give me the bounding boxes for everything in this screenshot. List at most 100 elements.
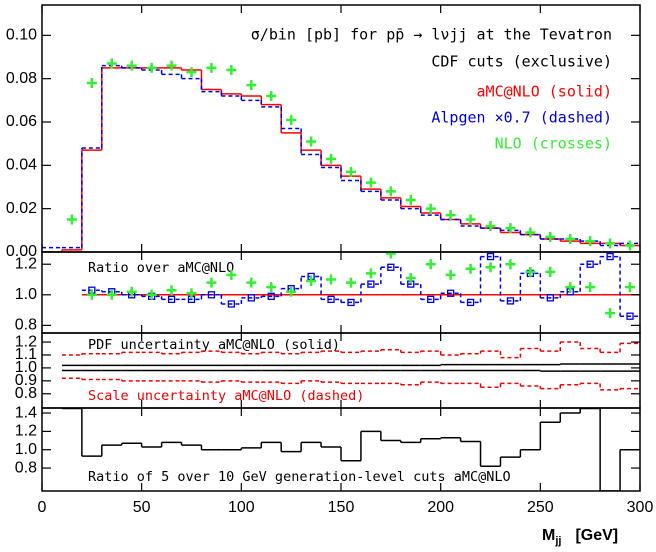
legend-label: Alpgen ×0.7 (dashed) [431,109,612,127]
cross-marker [246,277,257,288]
cross-marker [286,114,297,125]
chart-title: σ/bin [pb] for pp̄ → lνjj at the Tevatro… [251,26,612,44]
y-tick-label: 0.00 [6,243,37,260]
square-marker [347,298,355,307]
legend-label: NLO (crosses) [495,135,612,153]
cross-marker [585,282,596,293]
cross-marker [385,252,396,259]
y-tick-label: 1.0 [15,286,37,303]
cross-marker [186,67,197,78]
square-marker [486,252,495,261]
panel [42,58,640,252]
cross-marker [126,286,137,297]
y-tick-label: 1.2 [15,255,37,272]
x-axis-label-sub: jj [554,535,561,547]
cross-marker [266,91,277,101]
cross-marker [345,277,356,288]
cross-marker [445,210,456,221]
cross-marker [445,269,456,280]
square-marker [466,298,475,307]
cross-marker [306,136,317,147]
cross-marker [545,231,556,242]
cross-marker [585,236,596,247]
y-tick-label: 0.02 [6,200,37,217]
y-tick-label: 0.06 [6,113,37,130]
x-tick-label: 100 [228,499,255,516]
annotation: PDF uncertainty aMC@NLO (solid) [88,337,340,353]
cross-marker [365,177,376,188]
cross-marker [126,60,137,71]
cross-marker [565,234,576,244]
cross-marker [465,214,476,225]
cross-marker [266,282,277,293]
cross-marker [525,266,536,277]
panel-title: Ratio over aMC@NLO [88,260,234,276]
y-tick-label: 1.1 [15,346,37,363]
cross-marker [166,60,177,71]
square-marker [327,295,335,304]
cross-marker [326,153,337,164]
square-marker [367,280,375,288]
square-marker [586,260,594,268]
y-tick-label: 1.0 [15,441,37,458]
annotation: Scale uncertainty aMC@NLO (dashed) [88,388,364,404]
cross-marker [146,62,157,73]
square-marker [626,312,634,320]
square-marker [427,295,435,304]
cross-marker [465,263,476,274]
legend-label: aMC@NLO (solid) [477,83,612,101]
cross-marker [605,238,616,249]
cross-marker [106,58,117,69]
x-tick-label: 200 [427,499,454,516]
cross-marker [86,289,97,300]
cross-marker [286,286,297,297]
cross-marker [525,227,536,238]
cross-marker [625,240,636,251]
square-marker [207,291,216,299]
y-tick-label: 1.2 [15,333,37,350]
y-tick-label: 1.0 [15,359,37,376]
cross-marker [106,289,117,300]
y-tick-label: 0.9 [15,372,37,389]
panel-frame [41,407,641,492]
cross-marker [605,308,616,319]
cross-marker [485,221,496,231]
y-tick-label: 0.8 [15,459,37,476]
y-tick-label: 0.8 [15,385,37,402]
square-marker [506,297,515,305]
cross-marker [425,203,436,214]
cross-marker [66,214,77,225]
panel [61,408,640,491]
cross-marker [505,259,516,270]
square-marker [247,294,255,302]
x-tick-label: 250 [527,499,554,516]
square-marker [227,300,236,308]
panel-title: Ratio of 5 over 10 GeV generation-level … [88,469,511,485]
y-tick-label: 0.04 [6,157,37,174]
cross-marker [405,195,416,205]
square-marker [167,295,176,304]
cross-marker [206,277,217,288]
cross-marker [246,80,257,91]
cross-marker [505,223,516,234]
y-tick-label: 1.4 [15,404,37,421]
cross-marker [565,282,576,293]
square-marker [387,263,395,271]
x-axis-label-main: M [542,527,555,544]
square-marker [446,289,455,297]
x-tick-label: 50 [133,499,151,516]
x-tick-label: 150 [328,499,355,516]
chart-subtitle: CDF cuts (exclusive) [431,53,612,71]
cross-marker [306,276,317,287]
y-tick-label: 0.8 [15,317,37,334]
y-tick-label: 1.2 [15,423,37,440]
cross-marker [226,269,237,280]
x-tick-label: 0 [38,499,47,516]
cross-marker [226,65,237,75]
cross-marker [365,268,376,279]
cross-marker [545,266,556,277]
cross-marker [326,274,337,285]
cross-marker [425,259,436,270]
cross-marker [166,285,177,296]
